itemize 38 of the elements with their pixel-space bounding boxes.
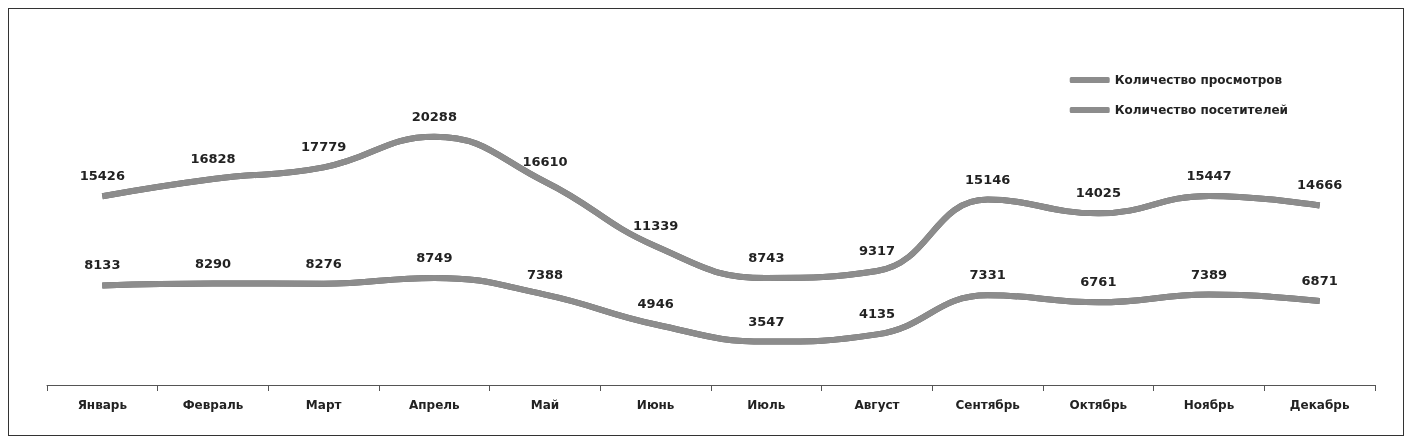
- x-tick-label: Октябрь: [1069, 398, 1128, 412]
- x-tick-label: Январь: [77, 398, 128, 412]
- data-label: 4946: [637, 296, 674, 312]
- data-label: 20288: [411, 108, 457, 124]
- x-tick-label: Декабрь: [1289, 398, 1350, 412]
- data-label: 6761: [1080, 274, 1117, 290]
- data-label: 8276: [305, 255, 342, 271]
- data-label: 4135: [858, 306, 896, 322]
- data-label: 8133: [84, 257, 121, 273]
- data-label: 14025: [1075, 185, 1121, 201]
- data-label: 8743: [748, 249, 785, 265]
- x-tick-label: Май: [530, 398, 560, 412]
- data-label: 3547: [748, 313, 785, 329]
- x-tick-label: Март: [305, 398, 342, 412]
- legend-label: Количество посетителей: [1114, 103, 1289, 117]
- data-label: 7389: [1190, 266, 1228, 282]
- x-tick-label: Июнь: [636, 398, 675, 412]
- data-label: 7388: [526, 266, 564, 282]
- data-label: 8749: [416, 249, 453, 265]
- data-label: 17779: [301, 139, 347, 155]
- x-tick-label: Сентябрь: [955, 398, 1021, 412]
- data-label: 6871: [1301, 272, 1338, 288]
- data-label: 14666: [1297, 177, 1343, 193]
- data-label: 7331: [969, 267, 1006, 283]
- x-tick-label: Август: [854, 398, 900, 412]
- data-label: 15146: [965, 171, 1011, 187]
- x-tick-label: Апрель: [408, 398, 461, 412]
- data-label: 9317: [858, 242, 896, 258]
- data-label: 8290: [194, 255, 232, 271]
- x-tick-label: Ноябрь: [1183, 398, 1235, 412]
- data-label: 15426: [79, 168, 125, 184]
- data-label: 11339: [633, 218, 679, 234]
- data-label: 15447: [1186, 167, 1232, 183]
- x-tick-label: Июль: [747, 398, 786, 412]
- data-label: 16828: [190, 151, 236, 167]
- data-label: 16610: [522, 153, 568, 169]
- x-tick-label: Февраль: [182, 398, 244, 412]
- legend-label: Количество просмотров: [1114, 73, 1283, 87]
